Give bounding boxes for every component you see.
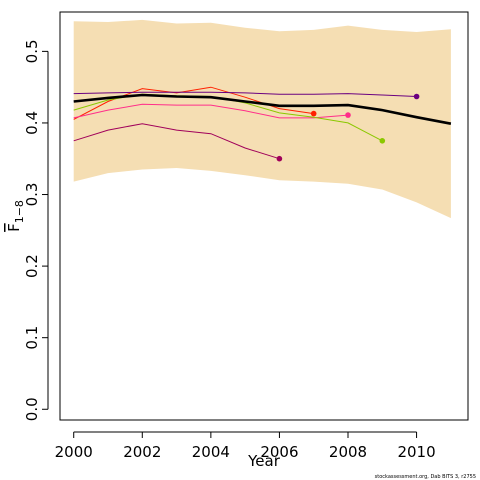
axis-layer: 2000 2002 2004 2006 2008 2010 0.0 0.1 0.2 0.3 0.4 0… <box>23 39 436 461</box>
x-tick-label: 2002 <box>123 443 161 461</box>
credit-text: stockassessment.org, Dab BITS 3, r2755 <box>375 474 476 480</box>
y-tick-label: 0.1 <box>23 326 41 350</box>
retro-series-3-end-point <box>345 112 351 118</box>
y-tick-label: 0.5 <box>23 39 41 63</box>
x-axis-title: Year <box>247 452 281 470</box>
retro-series-1-end-point <box>276 155 283 162</box>
x-tick-label: 2004 <box>192 443 230 461</box>
retro-series-1-line <box>73 123 280 160</box>
y-tick-label: 0.3 <box>23 183 41 207</box>
x-tick-label: 2006 <box>260 443 298 461</box>
plot-frame <box>59 11 469 421</box>
main-estimate-line <box>73 93 452 125</box>
confidence-band <box>73 19 451 219</box>
y-axis-title-symbol: F <box>5 223 23 232</box>
main-line-layer <box>73 93 452 125</box>
retro-series-2-end-point <box>310 110 317 117</box>
y-tick-label: 0.0 <box>23 397 41 421</box>
x-tick-label: 2000 <box>55 443 93 461</box>
y-tick-label: 0.2 <box>23 254 41 278</box>
x-tick-label: 2010 <box>397 443 435 461</box>
retro-series-4-end-point <box>379 138 386 144</box>
retro-series-3-line <box>73 103 349 119</box>
retro-series-5-line <box>73 91 417 97</box>
confidence-band-layer <box>73 19 451 219</box>
y-axis-title-subscript: 1−8 <box>13 200 26 223</box>
y-tick-label: 0.4 <box>23 111 41 135</box>
x-tick-label: 2008 <box>329 443 367 461</box>
retro-series-5-end-point <box>413 93 420 100</box>
y-axis-title: F1−8 <box>5 200 26 232</box>
